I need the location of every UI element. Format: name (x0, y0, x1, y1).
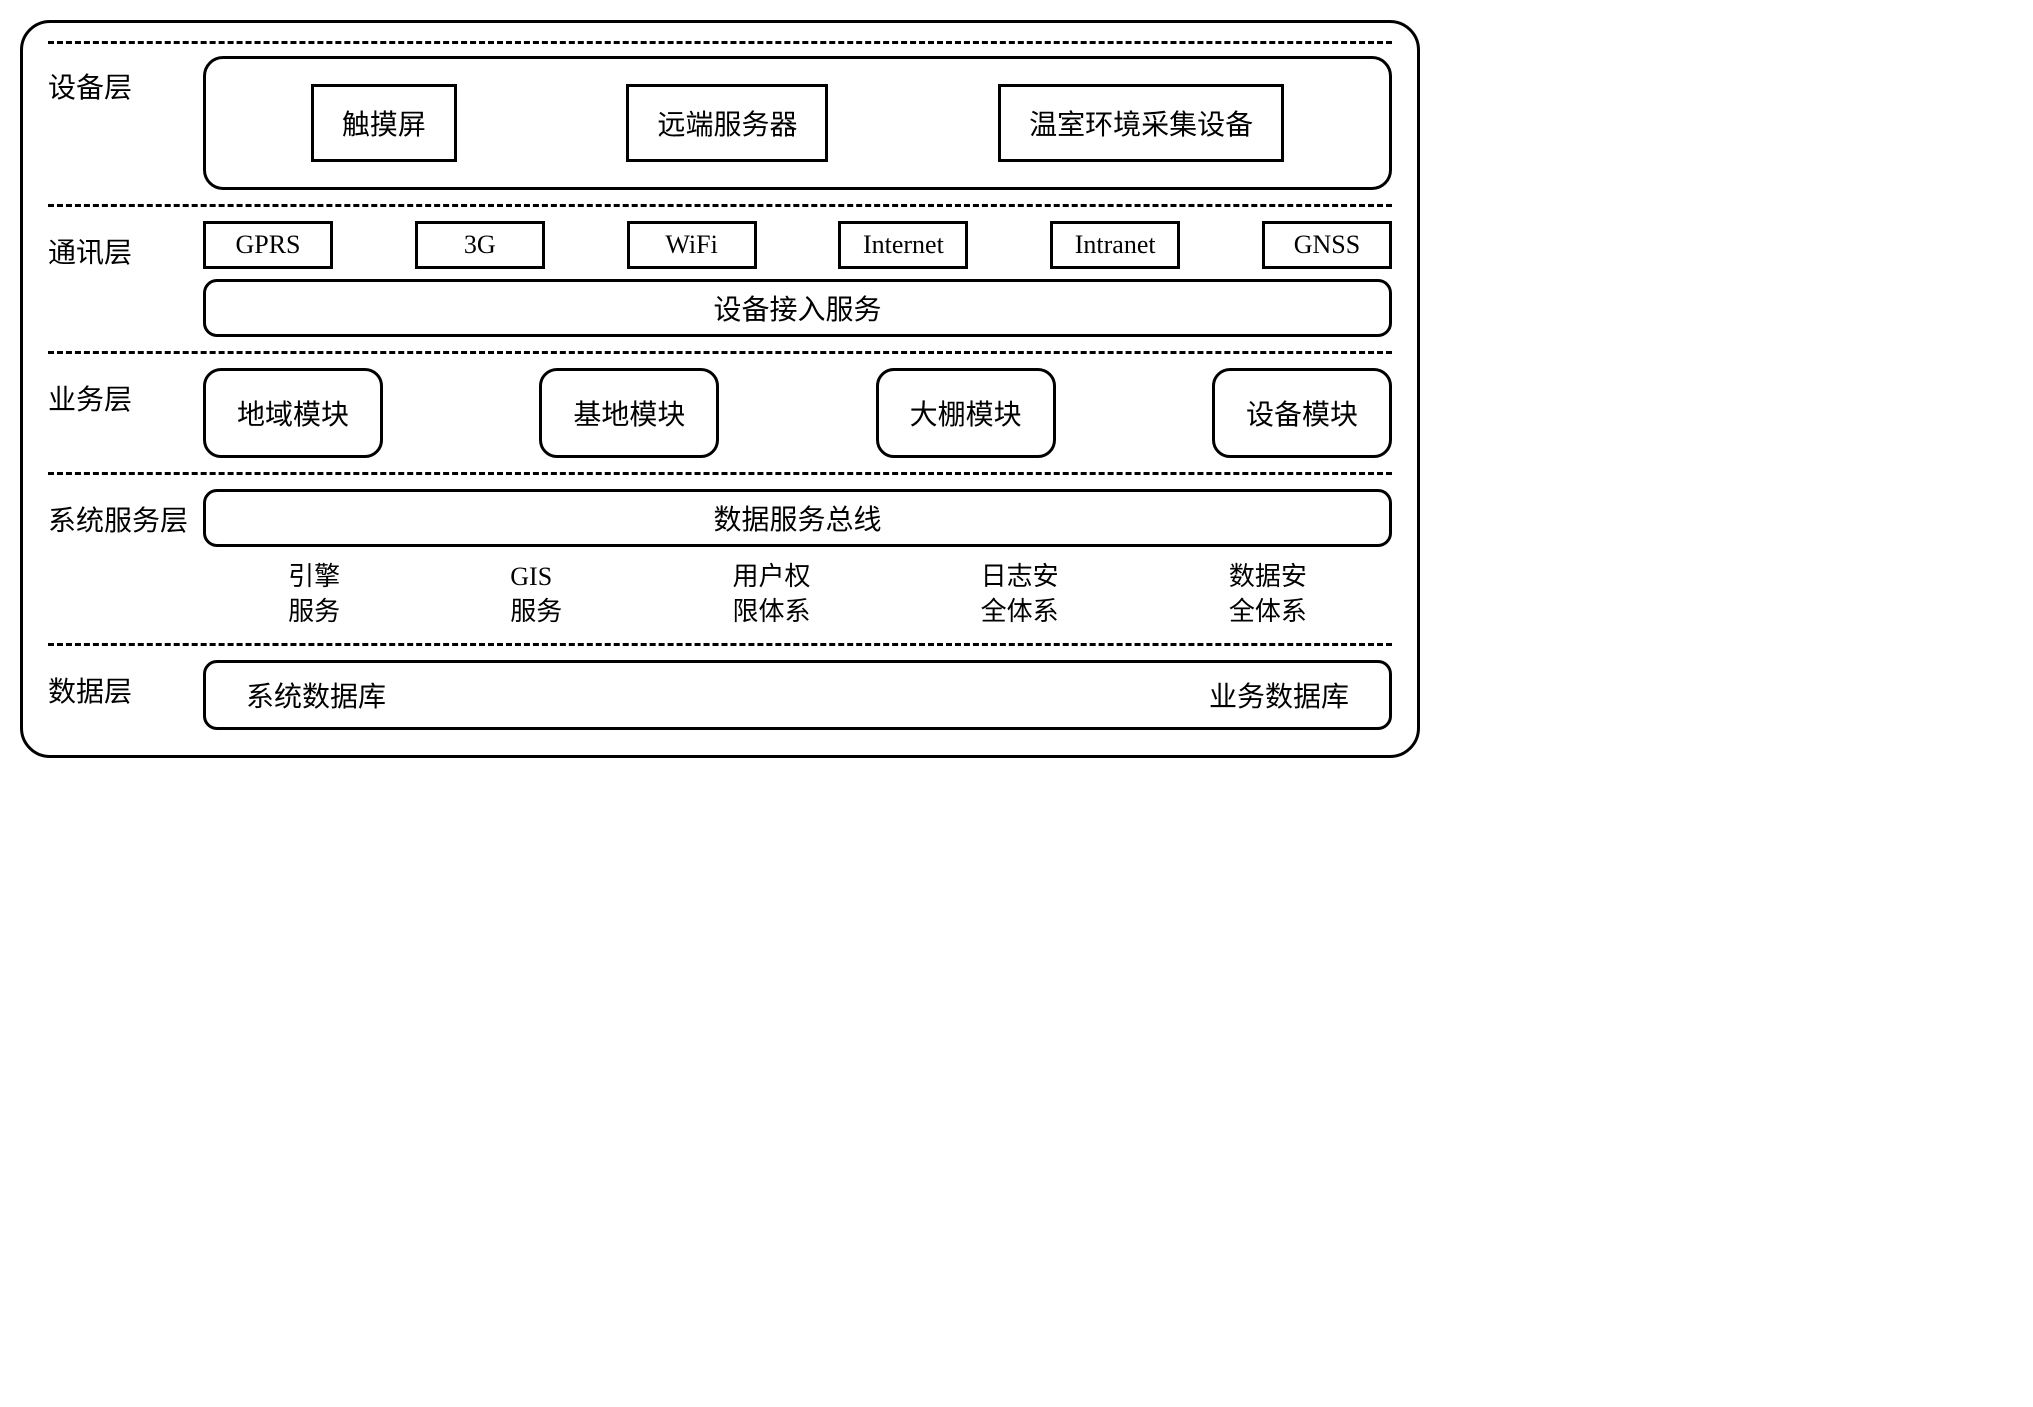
device-access-service: 设备接入服务 (203, 279, 1392, 337)
service-engine: 引擎 服务 (288, 559, 340, 629)
system-service-layer-label: 系统服务层 (48, 489, 203, 539)
database-bar: 系统数据库 业务数据库 (203, 660, 1392, 730)
service-line: 日志安 (981, 562, 1059, 591)
service-line: GIS (510, 562, 552, 591)
data-layer-label: 数据层 (48, 660, 203, 710)
architecture-diagram: 设备层 触摸屏 远端服务器 温室环境采集设备 通讯层 GPRS 3G WiFi … (20, 20, 1420, 758)
device-item-greenhouse: 温室环境采集设备 (998, 84, 1284, 162)
comm-layer-label: 通讯层 (48, 221, 203, 271)
service-line: 服务 (288, 597, 340, 626)
service-user-auth: 用户权 限体系 (732, 559, 810, 629)
divider (48, 643, 1392, 646)
data-service-bus: 数据服务总线 (203, 489, 1392, 547)
business-layer: 业务层 地域模块 基地模块 大棚模块 设备模块 (48, 368, 1392, 458)
protocol-gprs: GPRS (203, 221, 333, 269)
divider (48, 41, 1392, 44)
divider (48, 204, 1392, 207)
device-item-touchscreen: 触摸屏 (311, 84, 457, 162)
device-layer: 设备层 触摸屏 远端服务器 温室环境采集设备 (48, 56, 1392, 190)
module-region: 地域模块 (203, 368, 383, 458)
business-modules-row: 地域模块 基地模块 大棚模块 设备模块 (203, 368, 1392, 458)
service-log-security: 日志安 全体系 (981, 559, 1059, 629)
module-device: 设备模块 (1212, 368, 1392, 458)
system-service-layer: 系统服务层 数据服务总线 引擎 服务 GIS 服务 用户权 限体系 日志安 全 (48, 489, 1392, 629)
module-greenhouse: 大棚模块 (876, 368, 1056, 458)
service-data-security: 数据安 全体系 (1229, 559, 1307, 629)
protocol-wifi: WiFi (627, 221, 757, 269)
protocol-intranet: Intranet (1050, 221, 1180, 269)
service-line: 全体系 (981, 597, 1059, 626)
divider (48, 351, 1392, 354)
data-layer: 数据层 系统数据库 业务数据库 (48, 660, 1392, 730)
service-line: 引擎 (288, 562, 340, 591)
device-layer-box: 触摸屏 远端服务器 温室环境采集设备 (203, 56, 1392, 190)
device-layer-label: 设备层 (48, 56, 203, 106)
services-row: 引擎 服务 GIS 服务 用户权 限体系 日志安 全体系 数据安 全体系 (203, 559, 1392, 629)
service-line: 限体系 (732, 597, 810, 626)
service-gis: GIS 服务 (510, 559, 562, 629)
service-line: 数据安 (1229, 562, 1307, 591)
divider (48, 472, 1392, 475)
module-base: 基地模块 (539, 368, 719, 458)
service-line: 服务 (510, 597, 562, 626)
protocol-3g: 3G (415, 221, 545, 269)
service-line: 全体系 (1229, 597, 1307, 626)
business-layer-label: 业务层 (48, 368, 203, 418)
comm-protocols-row: GPRS 3G WiFi Internet Intranet GNSS (203, 221, 1392, 269)
comm-layer: 通讯层 GPRS 3G WiFi Internet Intranet GNSS … (48, 221, 1392, 337)
system-database: 系统数据库 (246, 675, 386, 715)
business-database: 业务数据库 (1209, 675, 1349, 715)
protocol-internet: Internet (838, 221, 968, 269)
protocol-gnss: GNSS (1262, 221, 1392, 269)
device-item-server: 远端服务器 (626, 84, 828, 162)
service-line: 用户权 (732, 562, 810, 591)
